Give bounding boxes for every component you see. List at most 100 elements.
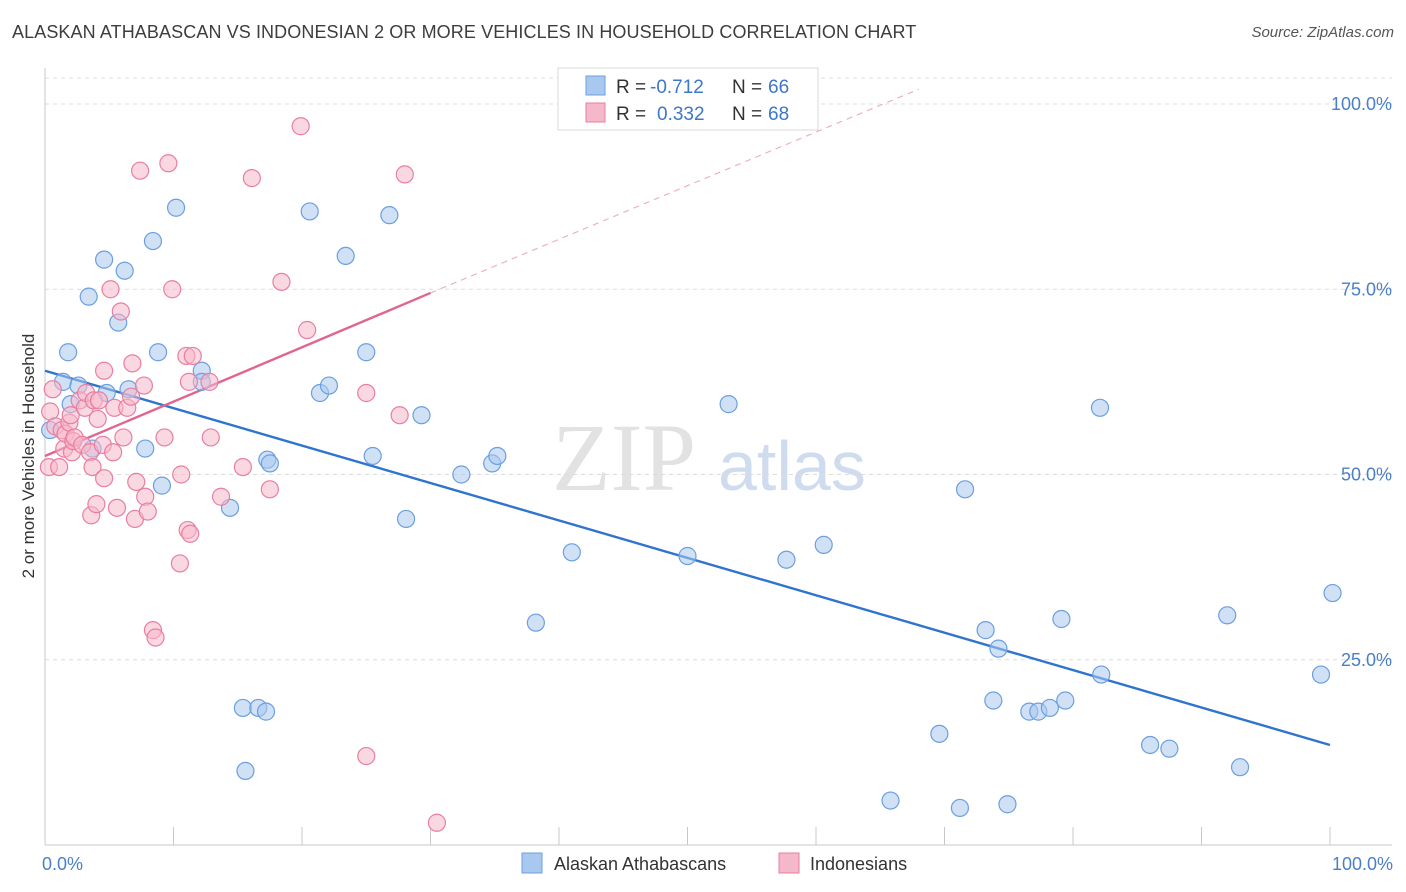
athabascan-point	[1160, 739, 1179, 758]
athabascan-point	[233, 698, 252, 718]
athabascan-point	[1218, 606, 1237, 625]
athabascan-point	[1311, 665, 1331, 684]
indonesian-point	[83, 457, 102, 477]
athabascan-point	[152, 476, 172, 495]
athabascan-point	[236, 761, 255, 781]
athabascan-point	[526, 613, 545, 632]
indonesian-point	[272, 272, 291, 291]
indonesian-trend-extension	[430, 88, 920, 294]
legend-swatch-athabascan	[521, 852, 543, 874]
indonesian-point	[104, 443, 123, 462]
legend-swatch-indonesian	[778, 852, 800, 874]
axes	[44, 68, 1392, 846]
indonesian-point	[130, 161, 150, 180]
indonesian-point	[136, 487, 155, 506]
x-tick-label-min: 0.0%	[42, 854, 83, 874]
stats-swatch-indonesian	[585, 102, 606, 123]
athabascan-point	[380, 206, 399, 225]
y-tick-label: 50.0%	[1341, 465, 1392, 485]
athabascan-point	[363, 446, 382, 466]
stats-n-label-indonesian: N =	[732, 104, 762, 125]
athabascan-point	[79, 287, 98, 306]
indonesian-point	[260, 480, 279, 499]
stats-r-label-indonesian: R =	[616, 104, 646, 125]
y-tick-label: 75.0%	[1341, 279, 1392, 299]
athabascan-point	[256, 702, 276, 721]
indonesian-point	[170, 554, 190, 573]
indonesian-point	[61, 406, 80, 425]
athabascan-point	[719, 395, 738, 414]
indonesian-point	[146, 628, 165, 647]
indonesian-point	[114, 428, 133, 447]
athabascan-point	[1052, 609, 1071, 629]
series-legend: Alaskan Athabascans Indonesians	[521, 852, 907, 874]
indonesian-point	[123, 354, 142, 373]
indonesian-point	[159, 154, 178, 173]
legend-label-indonesian: Indonesians	[810, 854, 907, 874]
athabascan-point	[562, 543, 581, 562]
watermark-atlas: atlas	[718, 427, 866, 505]
indonesian-point	[357, 383, 376, 403]
athabascan-point	[1140, 735, 1160, 755]
data-points	[39, 117, 1342, 832]
stats-legend: R = -0.712 N = 66 R = 0.332 N = 68	[557, 67, 819, 131]
indonesian-point	[43, 380, 62, 399]
indonesian-point	[138, 502, 157, 521]
athabascan-point	[357, 343, 376, 362]
athabascan-point	[488, 446, 507, 466]
athabascan-point	[319, 376, 339, 395]
stats-r-value-indonesian: 0.332	[657, 104, 705, 125]
athabascan-point	[95, 250, 114, 269]
athabascan-point	[166, 198, 186, 217]
indonesian-point	[127, 472, 146, 492]
athabascan-point	[412, 406, 431, 425]
athabascan-point	[989, 639, 1008, 658]
stats-n-value-indonesian: 68	[768, 104, 789, 125]
indonesian-point	[121, 387, 141, 406]
athabascan-point	[1092, 665, 1111, 684]
indonesian-point	[111, 302, 130, 321]
indonesian-point	[179, 372, 199, 391]
athabascan-point	[950, 798, 970, 818]
indonesian-point	[211, 487, 231, 506]
grid-lines	[45, 77, 1392, 661]
y-axis-label: 2 or more Vehicles in Household	[19, 334, 38, 579]
indonesian-point	[95, 469, 114, 488]
legend-label-athabascan: Alaskan Athabascans	[554, 854, 726, 874]
athabascan-point	[115, 261, 134, 280]
athabascan-point	[452, 465, 471, 484]
athabascan-point	[984, 691, 1003, 710]
indonesian-point	[163, 280, 182, 299]
athabascan-point	[396, 509, 416, 529]
indonesian-point	[101, 280, 120, 299]
athabascan-point	[336, 246, 355, 266]
indonesian-point	[107, 498, 127, 517]
stats-r-value-athabascan: -0.712	[650, 77, 704, 98]
watermark-zip: ZIP	[552, 404, 696, 511]
tick-labels: 100.0% 75.0% 50.0% 25.0% 0.0% 100.0%	[42, 94, 1393, 874]
athabascan-point	[1056, 691, 1075, 710]
indonesian-point	[88, 409, 107, 429]
chart-title: ALASKAN ATHABASCAN VS INDONESIAN 2 OR MO…	[12, 22, 917, 42]
indonesian-point	[181, 524, 200, 543]
athabascan-point	[930, 724, 949, 743]
indonesian-point	[357, 746, 376, 766]
athabascan-point	[143, 231, 163, 251]
athabascan-point	[881, 791, 900, 810]
indonesian-point	[155, 428, 174, 447]
indonesian-point	[200, 372, 219, 391]
indonesian-point	[183, 346, 202, 366]
athabascan-point	[1040, 698, 1059, 718]
athabascan-point	[814, 535, 833, 554]
x-tick-label-max: 100.0%	[1332, 854, 1393, 874]
stats-swatch-athabascan	[585, 75, 606, 96]
indonesian-point	[395, 165, 414, 184]
indonesian-point	[201, 428, 220, 447]
stats-r-label-athabascan: R =	[616, 77, 646, 98]
athabascan-point	[777, 550, 796, 569]
stats-n-label-athabascan: N =	[732, 77, 762, 98]
indonesian-point	[427, 813, 447, 832]
athabascan-point	[1090, 398, 1110, 417]
athabascan-point	[300, 202, 319, 221]
